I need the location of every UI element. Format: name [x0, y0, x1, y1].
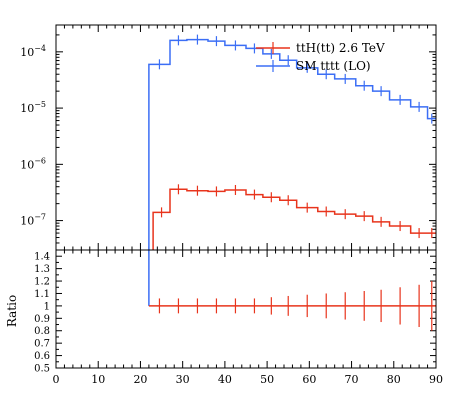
- main-plot-panel: 10−4 10−5 10−6 10−7: [20, 24, 437, 251]
- series-sm-tttt-line: [148, 38, 436, 250]
- y-tick-label: 10−5: [20, 100, 46, 115]
- ratio-y-tick-label: 0.6: [34, 351, 50, 362]
- ratio-y-tick-label: 0.8: [34, 326, 50, 337]
- ratio-y-tick-label: 1.1: [34, 289, 50, 300]
- ratio-y-axis-label: Ratio: [5, 295, 19, 327]
- legend-label: ttH(tt) 2.6 TeV: [296, 41, 385, 55]
- ratio-y-tick-label: 0.7: [34, 339, 50, 350]
- x-tick-label: 50: [260, 373, 274, 386]
- ratio-y-tick-label: 0.5: [34, 364, 50, 375]
- ratio-plot-frame: [55, 249, 437, 369]
- legend-label: SM tttt (LO): [296, 59, 371, 73]
- y-tick-label: 10−4: [20, 44, 46, 59]
- x-tick-label: 40: [218, 373, 232, 386]
- x-tick-label: 30: [176, 373, 190, 386]
- ratio-y-tick-label: 1.3: [34, 264, 50, 275]
- x-tick-label: 90: [429, 373, 443, 386]
- ratio-y-tick-label: 0.9: [34, 314, 50, 325]
- ratio-y-tick-label: 1.2: [34, 277, 50, 288]
- y-tick-label: 10−7: [20, 213, 46, 228]
- ratio-plot-panel: 0.5 0.60.7 0.80.9 11.11.2 1.31.4 0 10 20 30 40 50 6…: [34, 249, 443, 386]
- x-tick-label: 60: [302, 373, 316, 386]
- x-tick-label: 10: [91, 373, 105, 386]
- x-tick-label: 20: [133, 373, 147, 386]
- legend: ttH(tt) 2.6 TeV SM tttt (LO): [256, 41, 385, 73]
- ratio-y-tick-label: 1: [44, 301, 50, 312]
- ratio-y-tick-label: 1.4: [34, 252, 50, 263]
- y-tick-label: 10−6: [20, 156, 46, 171]
- x-tick-label: 70: [345, 373, 359, 386]
- x-tick-label: 80: [387, 373, 401, 386]
- x-tick-label: 0: [53, 373, 60, 386]
